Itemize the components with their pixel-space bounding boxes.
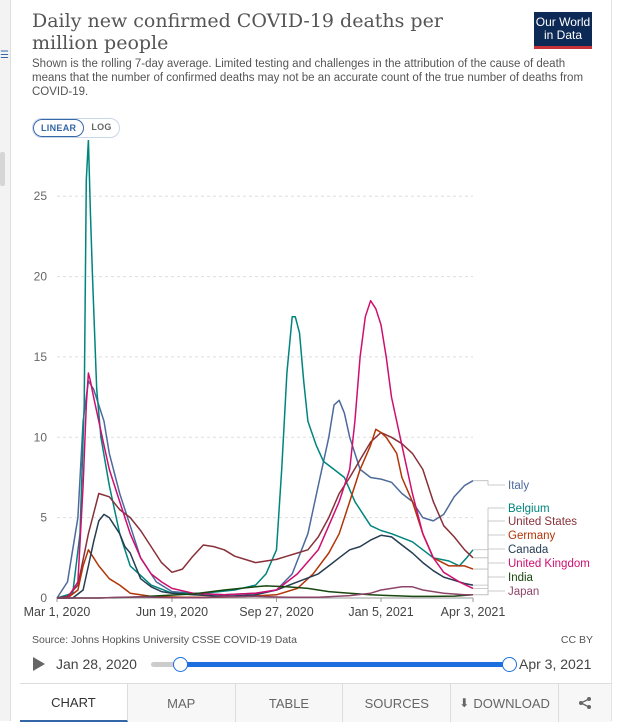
tab-map[interactable]: MAP <box>127 684 236 722</box>
share-icon <box>578 697 591 709</box>
series-line-united-states <box>56 431 474 599</box>
series-label: Italy <box>508 480 529 492</box>
series-line-japan <box>57 586 473 599</box>
license-link[interactable]: CC BY <box>560 634 593 646</box>
y-tick-label: 5 <box>40 511 47 525</box>
series-label: United States <box>508 516 577 528</box>
x-tick-label: Sep 27, 2020 <box>239 605 313 619</box>
timeline-track[interactable] <box>151 657 517 672</box>
log-scale-button[interactable]: LOG <box>91 122 112 132</box>
tab-download-label: DOWNLOAD <box>473 695 550 711</box>
logo-line-1: Our World <box>535 15 591 29</box>
label-leader <box>473 576 505 596</box>
tab-table[interactable]: TABLE <box>235 684 344 722</box>
linear-scale-button[interactable]: LINEAR <box>33 119 85 137</box>
owid-logo[interactable]: Our World in Data <box>534 12 592 49</box>
menu-icon[interactable]: ☰ <box>0 50 9 61</box>
chart-card: Daily new confirmed COVID-19 deaths per … <box>20 0 612 722</box>
chart-tabs: CHART MAP TABLE SOURCES ⬇ DOWNLOAD <box>20 683 611 722</box>
timeline: Jan 28, 2020 Apr 3, 2021 <box>20 652 611 676</box>
series-line-india <box>57 585 474 599</box>
timeline-start-label: Jan 28, 2020 <box>56 656 137 672</box>
share-button[interactable] <box>558 684 611 722</box>
chart-title: Daily new confirmed COVID-19 deaths per … <box>32 10 443 54</box>
label-leader <box>473 520 505 559</box>
label-leader <box>473 507 505 551</box>
scale-toggle: LINEAR LOG <box>32 118 120 138</box>
timeline-start-handle[interactable] <box>172 657 188 672</box>
chart-subtitle: Shown is the rolling 7-day average. Limi… <box>32 58 584 98</box>
series-label: United Kingdom <box>508 558 590 570</box>
label-leader <box>473 562 505 589</box>
timeline-end-label: Apr 3, 2021 <box>519 656 592 672</box>
y-tick-label: 10 <box>34 430 48 444</box>
x-tick-label: Apr 3, 2021 <box>441 605 506 619</box>
series-label: Canada <box>508 544 549 556</box>
y-tick-label: 25 <box>34 189 48 203</box>
source-note[interactable]: Source: Johns Hopkins University CSSE CO… <box>32 634 297 646</box>
label-leader <box>473 480 505 486</box>
y-tick-label: 20 <box>34 270 48 284</box>
side-rail: ☰ <box>0 0 11 721</box>
series-line-canada <box>57 513 474 599</box>
play-icon[interactable] <box>33 657 45 671</box>
timeline-range-fill <box>179 662 509 667</box>
tab-download[interactable]: ⬇ DOWNLOAD <box>451 684 559 722</box>
label-leader <box>473 534 505 570</box>
series-label: Japan <box>508 586 539 598</box>
x-tick-label: Mar 1, 2020 <box>24 605 91 619</box>
y-tick-label: 15 <box>34 350 48 364</box>
series-line-italy <box>56 380 474 599</box>
series-line-germany <box>57 428 474 599</box>
label-leader <box>473 590 505 596</box>
label-leader <box>473 548 505 586</box>
x-tick-label: Jan 5, 2021 <box>348 605 413 619</box>
tab-sources[interactable]: SOURCES <box>343 684 452 722</box>
logo-line-2: in Data <box>543 28 583 42</box>
series-line-belgium <box>56 140 474 599</box>
series-label: Belgium <box>508 503 550 515</box>
line-chart: 0 5 10 15 20 25 Mar 1, 2020 Jun 19, 2020 Sep 27,… <box>24 140 590 619</box>
timeline-end-handle[interactable] <box>502 657 517 672</box>
x-tick-label: Jun 19, 2020 <box>136 605 208 619</box>
y-tick-label: 0 <box>40 591 47 605</box>
series-label: Germany <box>508 530 556 542</box>
download-icon: ⬇ <box>459 696 470 710</box>
series-line-united-kingdom <box>57 299 474 599</box>
series-label: India <box>508 572 534 584</box>
rail-scrollbar[interactable] <box>0 152 5 186</box>
tab-chart[interactable]: CHART <box>20 684 128 722</box>
